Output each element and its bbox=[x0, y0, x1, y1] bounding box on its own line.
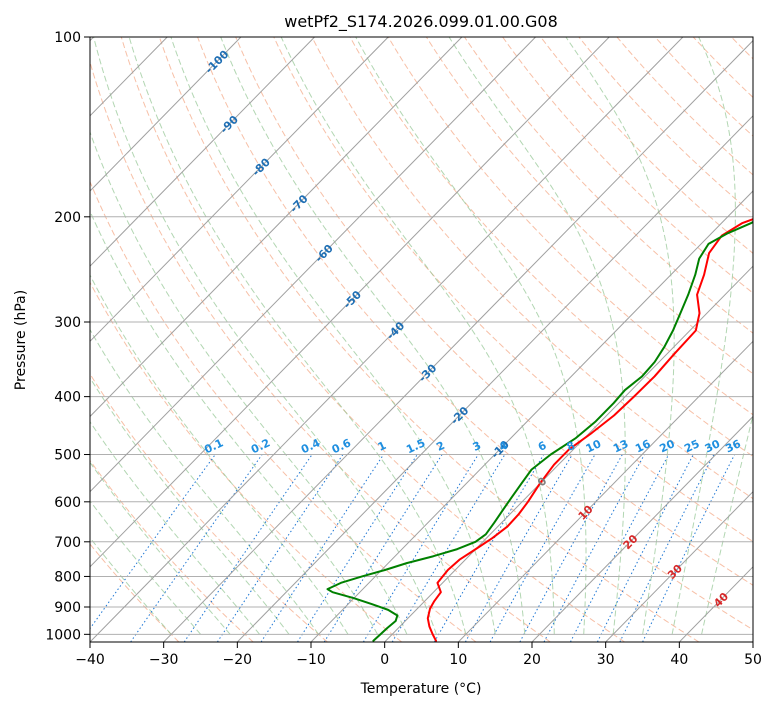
x-tick-label: 50 bbox=[744, 652, 762, 668]
moist-adiabat-line bbox=[90, 536, 172, 635]
x-tick-label: 40 bbox=[670, 652, 688, 668]
moist-adiabat-line bbox=[90, 210, 378, 635]
mixing-ratio-label: 10 bbox=[584, 437, 604, 455]
mixing-ratio-label: 20 bbox=[658, 437, 678, 455]
isotherm-line bbox=[384, 265, 753, 642]
moist-adiabat-line bbox=[671, 37, 736, 635]
moist-adiabat-line bbox=[90, 376, 290, 635]
y-tick-label: 900 bbox=[54, 600, 81, 616]
isotherm-line bbox=[90, 37, 315, 267]
isotherm-line bbox=[236, 115, 753, 642]
dry-adiabat-line bbox=[90, 60, 551, 642]
moist-adiabat-line bbox=[90, 328, 319, 635]
mixing-ratio-line bbox=[216, 454, 344, 642]
x-tick-label: −30 bbox=[149, 652, 179, 668]
moist-adiabat-line bbox=[128, 37, 467, 635]
isotherm-line bbox=[163, 39, 753, 642]
isotherm-line bbox=[90, 37, 463, 418]
chart-title: wetPf2_S174.2026.099.01.00.G08 bbox=[284, 12, 558, 32]
x-tick-label: 0 bbox=[380, 652, 389, 668]
x-axis: −40 −30 −20 −10 0 10 20 30 40 50 bbox=[75, 642, 762, 668]
dry-adiabat-line bbox=[387, 37, 753, 416]
dry-adiabat-line bbox=[502, 37, 753, 294]
x-tick-label: 10 bbox=[449, 652, 467, 668]
moist-adiabat-line bbox=[90, 500, 202, 635]
dry-adiabat-line bbox=[90, 543, 180, 642]
moist-adiabat-line bbox=[90, 130, 408, 635]
y-tick-label: 500 bbox=[54, 448, 81, 464]
isotherm-line bbox=[90, 37, 610, 568]
dry-adiabats bbox=[90, 37, 753, 642]
mixing-ratio-line bbox=[90, 454, 216, 630]
isotherm-line bbox=[90, 37, 242, 192]
mixing-ratio-line bbox=[260, 454, 384, 642]
y-tick-label: 300 bbox=[54, 315, 81, 331]
dry-adiabat-line bbox=[90, 180, 477, 642]
mixing-ratio-line bbox=[297, 454, 418, 642]
mixing-ratio-label: 13 bbox=[611, 437, 630, 455]
mixing-ratio-lines bbox=[90, 454, 736, 642]
dry-adiabat-line bbox=[425, 37, 753, 375]
moist-adiabat-line bbox=[355, 37, 587, 635]
moist-adiabat-line bbox=[90, 461, 231, 635]
mixing-ratio-label: 16 bbox=[633, 437, 653, 455]
dry-adiabat-line bbox=[120, 37, 625, 642]
y-tick-label: 400 bbox=[54, 390, 81, 406]
y-tick-label: 1000 bbox=[45, 627, 81, 643]
moist-adiabat-line bbox=[280, 37, 555, 635]
isotherm-line bbox=[90, 37, 684, 642]
x-tick-label: −20 bbox=[223, 652, 253, 668]
y-axis: 100 200 300 400 500 600 700 800 900 1000 bbox=[45, 30, 90, 643]
x-tick-label: −10 bbox=[296, 652, 326, 668]
mixing-ratio-line bbox=[543, 454, 645, 642]
plot-area: -100-90-80-70-60-50-40-30-20-10010203040… bbox=[90, 37, 753, 642]
dry-adiabat-line bbox=[235, 37, 753, 586]
mixing-ratio-line bbox=[464, 454, 573, 642]
y-tick-label: 200 bbox=[54, 210, 81, 226]
y-tick-label: 600 bbox=[54, 495, 81, 511]
x-tick-label: 30 bbox=[597, 652, 615, 668]
plot-frame bbox=[89, 36, 754, 643]
isotherm-line bbox=[531, 415, 753, 642]
dry-adiabat-line bbox=[90, 459, 254, 642]
dry-adiabat-line bbox=[197, 37, 753, 631]
x-tick-label: −40 bbox=[75, 652, 105, 668]
moist-adiabat-line bbox=[90, 274, 349, 635]
mixing-ratio-label: 25 bbox=[682, 437, 701, 455]
moist-adiabat-line bbox=[93, 37, 437, 635]
mixing-ratio-label: 30 bbox=[703, 437, 723, 455]
mixing-ratio-line bbox=[391, 454, 506, 642]
dry-adiabat-line bbox=[273, 37, 753, 543]
sounding-series bbox=[326, 218, 753, 642]
isotherm-gridlines bbox=[90, 37, 753, 642]
dry-adiabat-line bbox=[90, 373, 328, 642]
y-tick-label: 800 bbox=[54, 569, 81, 585]
temperature-line bbox=[426, 218, 753, 642]
y-tick-label: 700 bbox=[54, 535, 81, 551]
mixing-ratio-label: 36 bbox=[723, 437, 743, 455]
isotherm-line bbox=[457, 340, 753, 642]
moist-adiabat-line bbox=[90, 420, 260, 635]
y-axis-title: Pressure (hPa) bbox=[13, 290, 29, 390]
dry-adiabat-line bbox=[158, 37, 700, 642]
mixing-ratio-line bbox=[519, 454, 623, 642]
isotherm-line bbox=[90, 37, 389, 343]
dry-adiabat-line bbox=[90, 281, 403, 642]
moist-adiabat-line bbox=[170, 37, 496, 635]
isotherm-line bbox=[90, 37, 536, 493]
y-tick-label: 100 bbox=[54, 30, 81, 46]
isotherm-line bbox=[605, 490, 753, 642]
x-tick-label: 20 bbox=[523, 652, 541, 668]
mixing-ratio-line bbox=[183, 454, 313, 642]
isotherm-line bbox=[310, 190, 753, 642]
mixing-ratio-line bbox=[433, 454, 545, 642]
x-axis-title: Temperature (°C) bbox=[360, 681, 482, 697]
dewpoint-line bbox=[326, 220, 753, 642]
mixing-ratio-line bbox=[489, 454, 596, 642]
